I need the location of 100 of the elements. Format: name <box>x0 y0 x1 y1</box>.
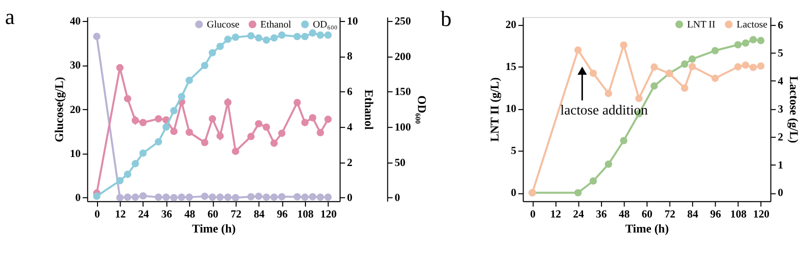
legend-label: OD₆₀₀ <box>312 19 338 30</box>
point <box>711 46 719 54</box>
point <box>270 34 278 42</box>
point <box>186 194 193 201</box>
annotation: lactose addition <box>560 102 648 118</box>
point <box>750 36 757 44</box>
y-tick-label: 30 <box>70 60 82 72</box>
x-tick-label: 24 <box>573 208 584 221</box>
x-tick-label: 36 <box>596 208 608 221</box>
point <box>278 193 286 200</box>
chart-title: b <box>440 6 452 31</box>
point <box>742 39 750 47</box>
x-tick-label: 0 <box>94 208 101 221</box>
point <box>216 194 224 201</box>
point <box>262 123 270 131</box>
x-axis-title: Time (h) <box>192 221 236 236</box>
point <box>294 193 301 200</box>
y-axis-title: Glucose(g/L) <box>52 76 66 142</box>
y2-tick-label: 10 <box>347 15 358 28</box>
point <box>247 32 255 40</box>
y3-tick-label: 100 <box>394 121 412 134</box>
point <box>132 160 139 168</box>
y3-tick-label: 250 <box>394 15 412 28</box>
point <box>232 148 240 155</box>
point <box>178 194 186 201</box>
point <box>154 138 162 146</box>
x-tick-label: 48 <box>184 208 196 221</box>
y-tick-label: 40 <box>70 15 82 28</box>
point <box>201 192 208 200</box>
point <box>301 194 309 201</box>
point <box>139 192 147 200</box>
point <box>308 193 316 200</box>
point <box>124 170 132 178</box>
point <box>208 49 216 56</box>
y-tick-label: 10 <box>505 103 517 116</box>
y-tick-label: 0 <box>75 192 82 204</box>
point <box>301 32 309 40</box>
y2-tick-label: 0 <box>778 187 784 200</box>
point <box>294 98 301 106</box>
y3-axis-title: OD₆₀₀ <box>414 95 429 124</box>
y-axis-title: LNT II (g/L) <box>488 77 502 142</box>
legend-label: LNT II <box>687 19 716 30</box>
point <box>757 62 764 70</box>
y2-tick-label: 1 <box>778 159 784 172</box>
y2-tick-label: 5 <box>778 47 784 60</box>
point <box>262 36 270 44</box>
point <box>254 192 262 200</box>
x-tick-label: 24 <box>138 208 150 221</box>
point <box>170 128 178 136</box>
x-tick-label: 84 <box>687 208 699 221</box>
y2-tick-label: 2 <box>347 156 352 169</box>
point <box>316 31 324 39</box>
x-tick-label: 120 <box>320 208 338 221</box>
y2-tick-label: 2 <box>778 131 784 144</box>
point <box>324 194 332 201</box>
point <box>680 84 688 92</box>
point <box>316 194 324 201</box>
point <box>301 118 309 126</box>
point <box>294 32 301 40</box>
point <box>116 177 124 184</box>
point <box>132 194 139 201</box>
x-tick-label: 12 <box>550 208 562 221</box>
y-tick-label: 10 <box>70 148 82 160</box>
point <box>170 107 178 114</box>
point <box>688 55 696 63</box>
point <box>324 31 332 39</box>
point <box>232 34 240 41</box>
point <box>186 76 193 84</box>
x-tick-label: 48 <box>618 208 630 221</box>
x-tick-label: 60 <box>642 208 654 221</box>
x-tick-label: 12 <box>114 208 126 221</box>
point <box>201 138 208 146</box>
y-tick-label: 15 <box>505 61 517 74</box>
point <box>201 62 208 70</box>
point <box>742 61 750 69</box>
point <box>262 194 270 201</box>
point <box>224 36 232 44</box>
point <box>757 36 764 44</box>
point <box>750 64 757 72</box>
point <box>247 193 255 200</box>
point <box>650 63 658 71</box>
point <box>178 92 186 100</box>
x-tick-label: 72 <box>664 208 676 221</box>
point <box>154 115 162 122</box>
legend-label: Ethanol <box>260 19 292 30</box>
point <box>254 34 262 42</box>
point <box>635 94 643 102</box>
point <box>154 194 162 201</box>
point <box>162 123 170 131</box>
point <box>216 42 224 50</box>
x-tick-label: 60 <box>207 208 219 221</box>
y2-tick-label: 0 <box>347 192 354 204</box>
x-tick-label: 36 <box>161 208 173 221</box>
y2-tick-label: 6 <box>347 86 354 98</box>
y2-tick-label: 8 <box>347 50 354 63</box>
point <box>224 194 232 201</box>
point <box>620 136 628 144</box>
x-tick-label: 84 <box>254 208 266 221</box>
point <box>124 194 132 201</box>
point <box>734 41 742 48</box>
